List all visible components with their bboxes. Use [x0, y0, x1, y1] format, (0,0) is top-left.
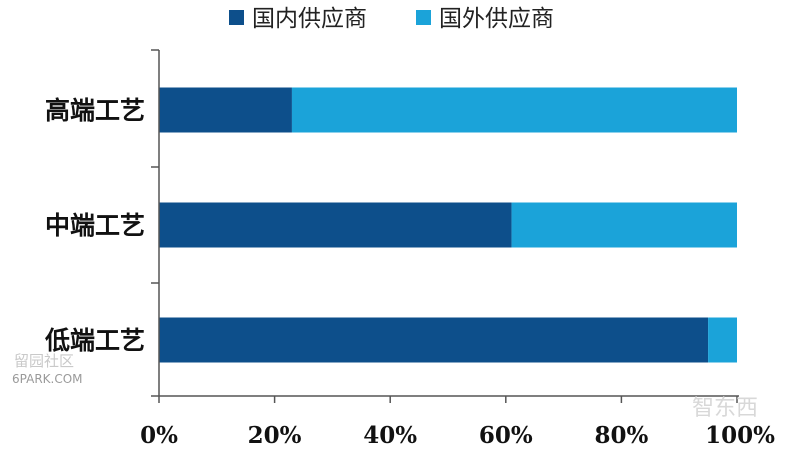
- x-tick-label-4: 80%: [594, 422, 648, 449]
- legend-label-0: 国内供应商: [252, 6, 367, 32]
- bar-0-series-0: [159, 87, 292, 133]
- legend-swatch-0: [229, 10, 244, 25]
- watermark-logo-text: 智东西: [692, 396, 758, 421]
- legend: 国内供应商 国外供应商: [229, 6, 554, 32]
- x-tick-label-0: 0%: [140, 422, 178, 449]
- axes: [151, 49, 739, 397]
- bar-1-series-1: [511, 202, 737, 248]
- category-label-0: 高端工艺: [45, 96, 145, 125]
- watermark-forum: 留园社区 6PARK.COM: [12, 352, 83, 386]
- x-tick-label-2: 40%: [363, 422, 417, 449]
- legend-label-1: 国外供应商: [439, 6, 554, 32]
- x-tick-label-3: 60%: [479, 422, 533, 449]
- bar-1-series-0: [159, 202, 512, 248]
- bars: [159, 87, 737, 363]
- bar-2-series-0: [159, 317, 709, 363]
- watermark-forum-url: 6PARK.COM: [12, 372, 83, 386]
- x-tick-label-5: 100%: [705, 422, 775, 449]
- legend-swatch-1: [416, 10, 431, 25]
- x-tick-label-1: 20%: [248, 422, 302, 449]
- watermark-logo: 智东西: [692, 396, 758, 421]
- x-ticks: 0% 20% 40% 60% 80% 100%: [140, 396, 775, 449]
- category-label-2: 低端工艺: [44, 326, 145, 355]
- watermark-forum-cn: 留园社区: [14, 352, 74, 370]
- category-label-1: 中端工艺: [45, 211, 145, 240]
- bar-0-series-1: [291, 87, 737, 133]
- bar-2-series-1: [708, 317, 737, 363]
